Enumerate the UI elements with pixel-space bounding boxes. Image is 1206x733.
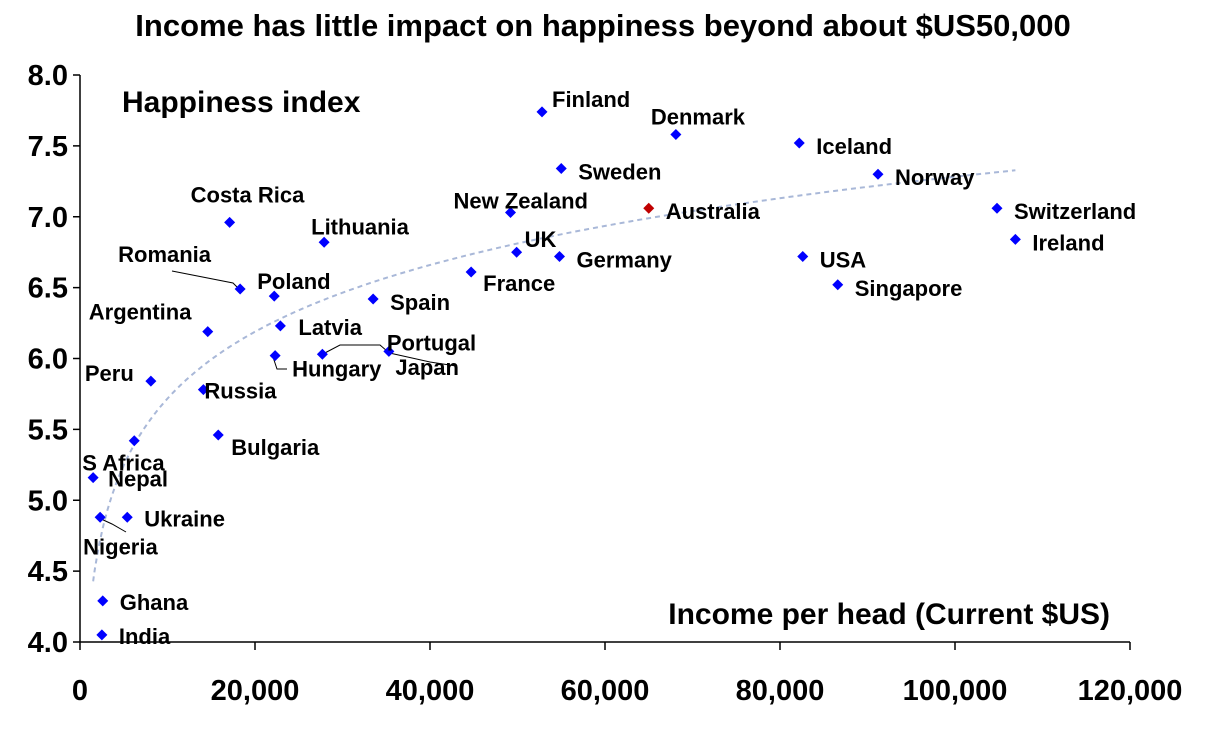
point-label-sweden: Sweden <box>578 160 661 185</box>
point-label-portugal: Portugal <box>387 330 476 355</box>
x-tick-label: 80,000 <box>736 675 825 707</box>
point-lithuania <box>318 236 330 248</box>
point-finland <box>536 106 548 118</box>
point-iceland <box>793 137 805 149</box>
point-denmark <box>670 129 682 141</box>
point-switzerland <box>991 202 1003 214</box>
point-label-uk: UK <box>525 227 557 252</box>
point-labels-layer: Finland Denmark Iceland Sweden Norway New Zea… <box>82 87 1136 649</box>
point-label-argentina: Argentina <box>89 300 192 325</box>
point-japan <box>316 348 328 360</box>
point-label-switzerland: Switzerland <box>1014 199 1136 224</box>
y-tick-label: 4.5 <box>28 556 68 588</box>
point-romania <box>234 283 246 295</box>
point-label-france: France <box>483 271 555 296</box>
point-russia <box>197 384 209 396</box>
y-tick-label: 7.5 <box>28 131 68 163</box>
point-sweden <box>555 163 567 175</box>
point-label-japan: Japan <box>395 355 459 380</box>
point-label-s-africa: S Africa <box>82 451 165 476</box>
point-usa <box>797 250 809 262</box>
point-label-spain: Spain <box>390 290 450 315</box>
point-latvia <box>274 320 286 332</box>
point-norway <box>872 168 884 180</box>
point-label-lithuania: Lithuania <box>311 214 410 239</box>
y-tick-label: 8.0 <box>28 60 68 92</box>
point-nepal <box>87 472 99 484</box>
point-label-finland: Finland <box>552 87 630 112</box>
leader-line-romania <box>171 270 241 291</box>
point-spain <box>367 293 379 305</box>
points-layer <box>87 106 1021 641</box>
point-nigeria <box>94 511 106 523</box>
chart-title: Income has little impact on happiness be… <box>135 8 1071 43</box>
x-tick-label: 100,000 <box>903 675 1008 707</box>
x-tick-label: 60,000 <box>561 675 650 707</box>
point-label-romania: Romania <box>118 242 212 267</box>
point-s-africa <box>128 435 140 447</box>
x-tick-label: 20,000 <box>211 675 300 707</box>
point-label-iceland: Iceland <box>816 134 892 159</box>
point-label-nepal: Nepal <box>108 467 168 492</box>
point-peru <box>145 375 157 387</box>
point-label-bulgaria: Bulgaria <box>231 435 320 460</box>
point-australia <box>643 202 655 214</box>
y-tick-label: 7.0 <box>28 202 68 234</box>
point-ukraine <box>121 511 133 523</box>
point-germany <box>554 250 565 262</box>
point-label-singapore: Singapore <box>855 276 963 301</box>
point-label-india: India <box>119 624 171 649</box>
x-axis-label: Income per head (Current $US) <box>668 598 1110 631</box>
point-singapore <box>832 279 844 291</box>
point-ireland <box>1009 233 1021 245</box>
point-label-ireland: Ireland <box>1032 230 1104 255</box>
point-label-norway: Norway <box>895 165 975 190</box>
point-label-ukraine: Ukraine <box>144 506 225 531</box>
point-label-australia: Australia <box>666 199 761 224</box>
x-tick-label: 0 <box>72 675 88 707</box>
x-tick-label: 120,000 <box>1078 675 1183 707</box>
point-new-zealand <box>505 206 516 218</box>
point-portugal <box>383 345 395 357</box>
point-label-peru: Peru <box>85 361 134 386</box>
point-label-ghana: Ghana <box>120 590 189 615</box>
y-tick-label: 5.0 <box>28 485 68 517</box>
y-tick-label: 6.5 <box>28 273 68 305</box>
leader-line-japan <box>384 351 457 367</box>
point-label-nigeria: Nigeria <box>83 534 158 559</box>
leader-line-portugal <box>320 344 388 356</box>
y-tick-label: 6.0 <box>28 344 68 376</box>
point-uk <box>511 246 523 258</box>
point-label-costa-rica: Costa Rica <box>191 182 305 207</box>
point-label-russia: Russia <box>204 379 277 404</box>
x-tick-label: 40,000 <box>386 675 475 707</box>
point-india <box>96 629 108 641</box>
y-tick-label: 5.5 <box>28 414 68 446</box>
point-ghana <box>97 595 109 607</box>
point-france <box>465 266 477 278</box>
point-hungary <box>269 350 281 362</box>
point-label-new-zealand: New Zealand <box>454 188 588 213</box>
point-costa-rica <box>224 216 236 228</box>
point-label-poland: Poland <box>257 269 330 294</box>
point-label-hungary: Hungary <box>292 357 382 382</box>
leader-line-hungary <box>272 356 287 370</box>
point-poland <box>268 290 280 302</box>
point-argentina <box>202 326 214 338</box>
point-label-latvia: Latvia <box>298 315 362 340</box>
point-label-germany: Germany <box>577 247 673 272</box>
point-bulgaria <box>212 429 224 441</box>
leader-line-nigeria <box>98 517 127 533</box>
y-tick-label: 4.0 <box>28 627 68 659</box>
axes-layer: 4.0 4.5 5.0 5.5 6.0 6.5 7.0 7.5 8.0 0 20,000 40,000… <box>28 60 1183 707</box>
point-label-usa: USA <box>820 247 867 272</box>
point-label-denmark: Denmark <box>651 105 746 130</box>
y-axis-label: Happiness index <box>122 86 361 119</box>
